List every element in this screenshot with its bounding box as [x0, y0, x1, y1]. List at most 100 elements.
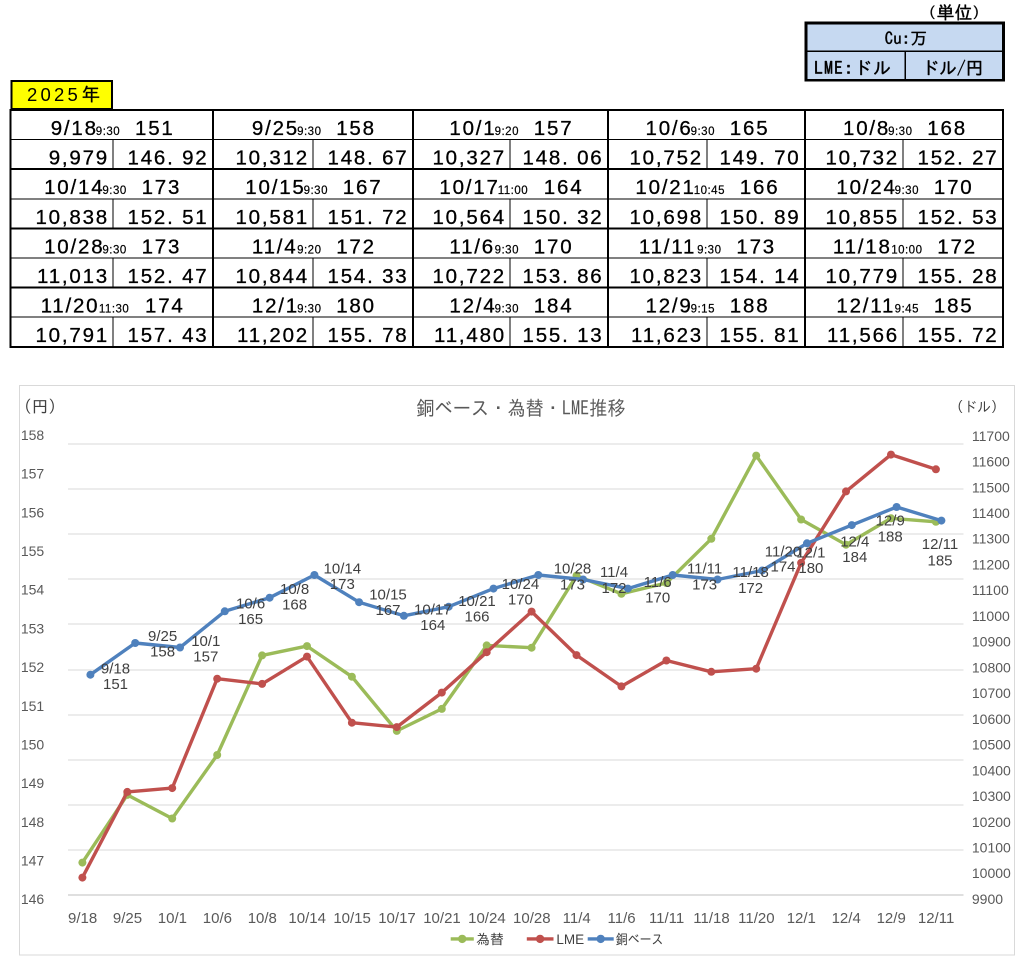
svg-text:173: 173 [692, 576, 717, 593]
svg-text:10100: 10100 [972, 840, 1011, 856]
svg-text:12/11: 12/11 [918, 910, 954, 927]
svg-text:11/4: 11/4 [600, 564, 628, 581]
svg-text:151: 151 [135, 117, 175, 140]
svg-text:12/9: 12/9 [646, 295, 693, 318]
svg-text:172: 172 [601, 580, 626, 597]
svg-text:10/1: 10/1 [191, 633, 220, 650]
svg-text:170: 170 [534, 235, 574, 258]
svg-text:10/8: 10/8 [280, 581, 309, 598]
svg-text:154: 154 [21, 582, 45, 598]
svg-text:2025: 2025 [27, 84, 81, 105]
svg-text:11,623: 11,623 [631, 324, 703, 347]
svg-text:10800: 10800 [972, 659, 1011, 675]
svg-text:10/17: 10/17 [378, 910, 416, 927]
svg-text:10,722: 10,722 [432, 265, 506, 288]
svg-text:11100: 11100 [972, 582, 1009, 598]
svg-text:152. 53: 152. 53 [918, 206, 999, 229]
svg-text:9:30: 9:30 [888, 126, 912, 138]
svg-text:10/21: 10/21 [635, 176, 695, 199]
svg-text:174: 174 [770, 559, 795, 576]
svg-text:10/28: 10/28 [554, 561, 592, 578]
svg-text:12/9: 12/9 [877, 910, 906, 927]
svg-text:151. 72: 151. 72 [328, 206, 409, 229]
svg-text:9:30: 9:30 [297, 304, 321, 316]
svg-text:11/18: 11/18 [732, 564, 768, 581]
svg-text:170: 170 [934, 176, 974, 199]
svg-text:11,013: 11,013 [37, 265, 109, 288]
svg-text:149: 149 [21, 775, 45, 791]
svg-text:148. 06: 148. 06 [523, 147, 604, 170]
svg-text:10,312: 10,312 [235, 147, 309, 170]
svg-text:10/8: 10/8 [843, 117, 890, 140]
svg-text:155. 78: 155. 78 [328, 324, 409, 347]
svg-text:10/6: 10/6 [646, 117, 693, 140]
svg-text:150. 89: 150. 89 [720, 206, 801, 229]
svg-text:147: 147 [21, 853, 45, 869]
svg-text:12/9: 12/9 [876, 512, 905, 529]
svg-text:152. 27: 152. 27 [918, 147, 999, 170]
svg-text:10/28: 10/28 [513, 910, 551, 927]
svg-text:167: 167 [343, 176, 383, 199]
svg-text:10400: 10400 [972, 762, 1011, 778]
svg-text:9:15: 9:15 [691, 304, 715, 316]
svg-text:152: 152 [21, 659, 45, 675]
svg-text:12/4: 12/4 [449, 295, 496, 318]
svg-text:173: 173 [560, 576, 585, 593]
svg-text:158: 158 [150, 644, 175, 661]
svg-text:11/11: 11/11 [649, 910, 684, 927]
svg-text:157: 157 [193, 648, 218, 665]
svg-text:11200: 11200 [972, 557, 1010, 573]
svg-text:11400: 11400 [972, 505, 1010, 521]
svg-text:12/4: 12/4 [832, 910, 861, 927]
svg-text:10/14: 10/14 [44, 176, 104, 199]
svg-text:11/6: 11/6 [449, 235, 495, 258]
svg-text:164: 164 [420, 617, 445, 634]
svg-text:10600: 10600 [972, 711, 1011, 727]
svg-text:9/25: 9/25 [113, 910, 142, 927]
svg-text:10/21: 10/21 [458, 593, 496, 610]
svg-text:10300: 10300 [972, 788, 1011, 804]
svg-text:157: 157 [21, 466, 45, 482]
svg-text:173: 173 [736, 235, 776, 258]
svg-text:LME: LME [556, 932, 584, 947]
svg-text:150: 150 [21, 736, 45, 752]
svg-text:9:30: 9:30 [697, 244, 721, 256]
svg-text:164: 164 [544, 176, 584, 199]
svg-text:148. 67: 148. 67 [328, 147, 409, 170]
svg-text:9:20: 9:20 [495, 126, 519, 138]
svg-text:11300: 11300 [972, 531, 1010, 547]
svg-text:151: 151 [21, 698, 45, 714]
svg-text:11500: 11500 [972, 479, 1010, 495]
svg-text:9/18: 9/18 [68, 910, 97, 927]
svg-text:11/20: 11/20 [765, 544, 801, 561]
svg-text:166: 166 [464, 608, 489, 625]
svg-text:11,202: 11,202 [237, 324, 309, 347]
svg-text:10/15: 10/15 [333, 910, 371, 927]
svg-text:9:30: 9:30 [102, 244, 126, 256]
svg-text:11/4: 11/4 [252, 235, 298, 258]
svg-text:10,732: 10,732 [825, 147, 899, 170]
svg-text:9:30: 9:30 [304, 185, 328, 197]
svg-text:11/6: 11/6 [644, 574, 672, 591]
svg-text:10/8: 10/8 [248, 910, 277, 927]
svg-text:10/28: 10/28 [44, 235, 104, 258]
svg-text:10/6: 10/6 [236, 596, 265, 613]
svg-text:166: 166 [740, 176, 780, 199]
svg-text:165: 165 [730, 117, 770, 140]
svg-text:153: 153 [21, 620, 45, 636]
svg-text:174: 174 [145, 295, 185, 318]
svg-text:149. 70: 149. 70 [720, 147, 801, 170]
svg-text:10,838: 10,838 [35, 206, 109, 229]
svg-text:9,979: 9,979 [49, 147, 109, 170]
svg-text:11:00: 11:00 [498, 185, 528, 197]
svg-text:11/20: 11/20 [738, 910, 774, 927]
svg-text:10:00: 10:00 [891, 244, 922, 256]
svg-text:184: 184 [534, 295, 574, 318]
svg-text:151: 151 [103, 676, 128, 693]
svg-text:158: 158 [336, 117, 376, 140]
svg-text:10900: 10900 [972, 634, 1011, 650]
svg-text:10/17: 10/17 [414, 602, 452, 619]
svg-text:168: 168 [927, 117, 967, 140]
svg-text:12/11: 12/11 [836, 295, 895, 318]
svg-text:10/15: 10/15 [369, 587, 407, 604]
